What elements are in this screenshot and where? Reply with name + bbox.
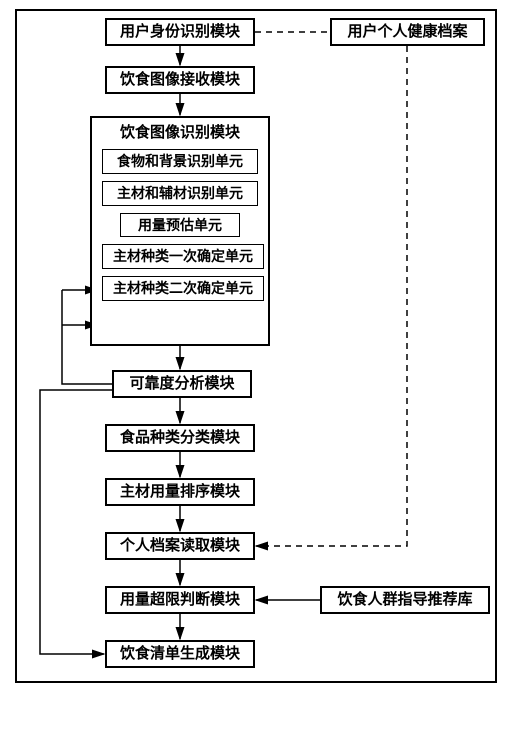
edge-reliability-to-listgen bbox=[40, 390, 112, 654]
connectors-layer bbox=[0, 0, 510, 743]
label: 主材种类一次确定单元 bbox=[113, 248, 253, 265]
subnode-c2: 主材和辅材识别单元 bbox=[102, 181, 258, 206]
node-image-recog-container: 饮食图像识别模块 食物和背景识别单元 主材和辅材识别单元 用量预估单元 主材种类… bbox=[90, 116, 270, 346]
label: 饮食图像接收模块 bbox=[120, 71, 240, 89]
node-identity: 用户身份识别模块 bbox=[105, 18, 255, 46]
node-guide-db: 饮食人群指导推荐库 bbox=[320, 586, 490, 614]
label: 用户身份识别模块 bbox=[120, 23, 240, 41]
subnode-c1: 食物和背景识别单元 bbox=[102, 149, 258, 174]
label: 食品种类分类模块 bbox=[120, 429, 240, 447]
outer-border bbox=[16, 10, 496, 682]
flowchart-canvas: 用户身份识别模块 用户个人健康档案 饮食图像接收模块 饮食图像识别模块 食物和背… bbox=[0, 0, 510, 743]
label: 用量预估单元 bbox=[138, 217, 222, 234]
label: 主材和辅材识别单元 bbox=[117, 185, 243, 202]
subnode-c5: 主材种类二次确定单元 bbox=[102, 276, 264, 301]
node-overlimit: 用量超限判断模块 bbox=[105, 586, 255, 614]
label: 主材种类二次确定单元 bbox=[113, 280, 253, 297]
label: 主材用量排序模块 bbox=[120, 483, 240, 501]
label: 食物和背景识别单元 bbox=[117, 153, 243, 170]
node-reliability: 可靠度分析模块 bbox=[112, 370, 252, 398]
label: 个人档案读取模块 bbox=[120, 537, 240, 555]
node-category: 食品种类分类模块 bbox=[105, 424, 255, 452]
label: 用户个人健康档案 bbox=[347, 23, 467, 41]
label: 饮食清单生成模块 bbox=[120, 645, 240, 663]
node-health-record: 用户个人健康档案 bbox=[330, 18, 485, 46]
node-list-gen: 饮食清单生成模块 bbox=[105, 640, 255, 668]
node-profile-read: 个人档案读取模块 bbox=[105, 532, 255, 560]
label: 用量超限判断模块 bbox=[120, 591, 240, 609]
edge-health-to-profile bbox=[256, 46, 407, 546]
node-sorting: 主材用量排序模块 bbox=[105, 478, 255, 506]
label: 可靠度分析模块 bbox=[129, 375, 234, 393]
node-image-receive: 饮食图像接收模块 bbox=[105, 66, 255, 94]
subnode-c3: 用量预估单元 bbox=[120, 213, 240, 238]
label: 饮食人群指导推荐库 bbox=[337, 591, 472, 609]
subnode-c4: 主材种类一次确定单元 bbox=[102, 244, 264, 269]
container-title: 饮食图像识别模块 bbox=[98, 124, 262, 142]
